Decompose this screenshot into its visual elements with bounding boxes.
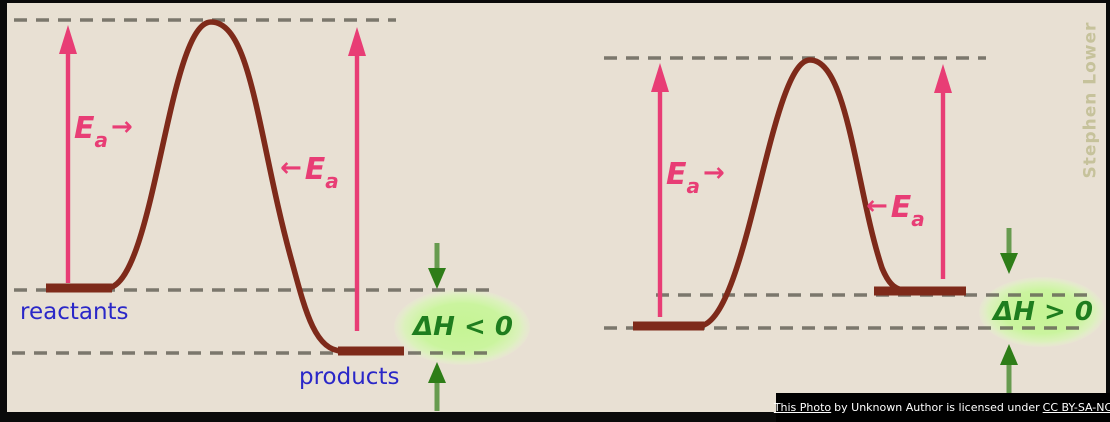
ea-symbol: E (74, 111, 95, 146)
left-arrow-icon: ← (280, 153, 302, 183)
ea-subscript: a (686, 174, 701, 198)
energy-curve-left (105, 19, 345, 354)
ea-symbol: E (890, 190, 912, 225)
delta-h-label-left: ΔH < 0 (413, 312, 513, 342)
ea-forward-label-right: Ea → (666, 157, 728, 198)
products-label-left: products (299, 364, 400, 390)
reverse-ea-arrow-head-right (934, 64, 952, 93)
energy-curve-right (697, 57, 913, 329)
attribution-text: by Unknown Author is licensed under (834, 401, 1040, 414)
author-watermark: Stephen Lower (1080, 21, 1101, 179)
ea-symbol: E (666, 157, 687, 192)
delta-h-glow-left (394, 289, 530, 365)
delta-h-up-arrow-head-right (1000, 344, 1018, 365)
figure-background (7, 3, 1106, 412)
delta-h-down-arrow-head-left (428, 268, 446, 289)
right-arrow-icon: → (703, 158, 725, 188)
forward-ea-arrow-head-right (651, 63, 669, 92)
attribution-bar: This Photo by Unknown Author is licensed… (773, 393, 1110, 422)
ea-subscript: a (325, 169, 339, 193)
ea-reverse-label-left: ← Ea (277, 152, 339, 193)
right-arrow-icon: → (111, 112, 133, 142)
license-link[interactable]: CC BY-SA-NC (1042, 401, 1110, 414)
ea-symbol: E (304, 152, 326, 187)
forward-ea-arrow-head-left (59, 25, 77, 54)
ea-subscript: a (911, 207, 925, 231)
left-arrow-icon: ← (866, 191, 888, 221)
reverse-ea-arrow-head-left (348, 27, 366, 56)
delta-h-down-arrow-head-right (1000, 253, 1018, 274)
photo-source-link[interactable]: This Photo (773, 401, 832, 414)
delta-h-label-right: ΔH > 0 (993, 297, 1093, 327)
ea-forward-label-left: Ea → (74, 111, 136, 152)
ea-subscript: a (94, 128, 109, 152)
delta-h-up-arrow-head-left (428, 362, 446, 383)
reactants-label-left: reactants (20, 299, 129, 325)
ea-reverse-label-right: ← Ea (863, 190, 925, 231)
